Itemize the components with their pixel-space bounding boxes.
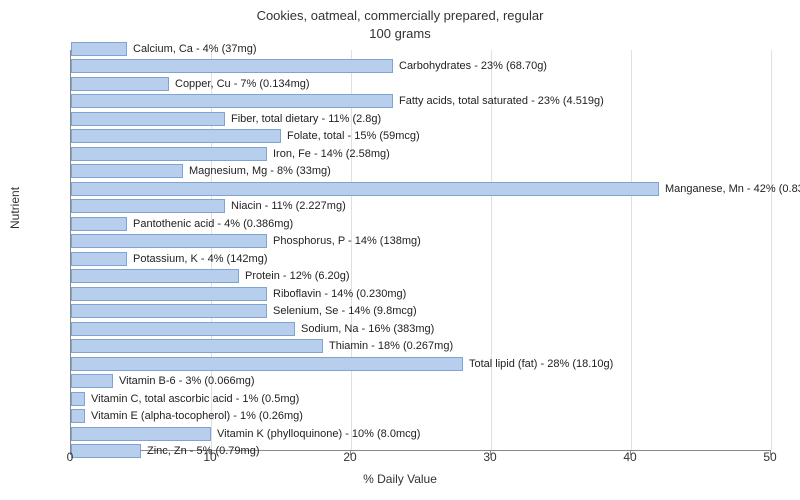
nutrient-bar-label: Thiamin - 18% (0.267mg) [329,339,453,353]
x-tick-label: 50 [763,450,776,464]
nutrient-bar-label: Vitamin K (phylloquinone) - 10% (8.0mcg) [217,427,420,441]
nutrient-bar [71,77,169,91]
y-axis-label: Nutrient [8,187,22,229]
nutrient-bar-label: Potassium, K - 4% (142mg) [133,252,268,266]
nutrient-bar-label: Vitamin B-6 - 3% (0.066mg) [119,374,255,388]
nutrient-chart: Cookies, oatmeal, commercially prepared,… [0,0,800,500]
nutrient-bar-label: Magnesium, Mg - 8% (33mg) [189,164,331,178]
nutrient-bar [71,409,85,423]
nutrient-bar [71,357,463,371]
nutrient-bar-label: Fiber, total dietary - 11% (2.8g) [231,112,381,126]
nutrient-bar [71,129,281,143]
nutrient-bar-label: Riboflavin - 14% (0.230mg) [273,287,406,301]
gridline [351,50,352,450]
nutrient-bar [71,269,239,283]
nutrient-bar-label: Vitamin C, total ascorbic acid - 1% (0.5… [91,392,299,406]
nutrient-bar-label: Calcium, Ca - 4% (37mg) [133,42,256,56]
nutrient-bar [71,217,127,231]
nutrient-bar [71,42,127,56]
nutrient-bar [71,339,323,353]
nutrient-bar-label: Fatty acids, total saturated - 23% (4.51… [399,94,604,108]
nutrient-bar [71,252,127,266]
x-tick-label: 40 [623,450,636,464]
gridline [631,50,632,450]
gridline [771,50,772,450]
nutrient-bar [71,444,141,458]
nutrient-bar [71,59,393,73]
nutrient-bar-label: Phosphorus, P - 14% (138mg) [273,234,421,248]
nutrient-bar [71,392,85,406]
nutrient-bar [71,304,267,318]
nutrient-bar-label: Copper, Cu - 7% (0.134mg) [175,77,310,91]
x-tick-label: 0 [67,450,74,464]
nutrient-bar [71,94,393,108]
chart-title-line2: 100 grams [0,26,800,41]
nutrient-bar [71,322,295,336]
nutrient-bar-label: Carbohydrates - 23% (68.70g) [399,59,547,73]
nutrient-bar-label: Pantothenic acid - 4% (0.386mg) [133,217,293,231]
nutrient-bar [71,234,267,248]
x-tick-label: 20 [343,450,356,464]
nutrient-bar-label: Total lipid (fat) - 28% (18.10g) [469,357,613,371]
x-tick-label: 10 [203,450,216,464]
nutrient-bar-label: Sodium, Na - 16% (383mg) [301,322,434,336]
nutrient-bar [71,287,267,301]
nutrient-bar [71,374,113,388]
nutrient-bar [71,427,211,441]
nutrient-bar-label: Niacin - 11% (2.227mg) [231,199,346,213]
gridline [211,50,212,450]
nutrient-bar [71,147,267,161]
nutrient-bar-label: Iron, Fe - 14% (2.58mg) [273,147,390,161]
nutrient-bar-label: Manganese, Mn - 42% (0.839mg) [665,182,800,196]
chart-title-line1: Cookies, oatmeal, commercially prepared,… [0,8,800,23]
nutrient-bar-label: Vitamin E (alpha-tocopherol) - 1% (0.26m… [91,409,303,423]
nutrient-bar-label: Selenium, Se - 14% (9.8mcg) [273,304,417,318]
gridline [491,50,492,450]
x-axis-label: % Daily Value [0,472,800,486]
nutrient-bar-label: Protein - 12% (6.20g) [245,269,350,283]
nutrient-bar [71,199,225,213]
nutrient-bar-label: Folate, total - 15% (59mcg) [287,129,420,143]
x-tick-label: 30 [483,450,496,464]
nutrient-bar [71,112,225,126]
nutrient-bar [71,164,183,178]
nutrient-bar [71,182,659,196]
plot-area: Calcium, Ca - 4% (37mg)Carbohydrates - 2… [70,50,771,451]
